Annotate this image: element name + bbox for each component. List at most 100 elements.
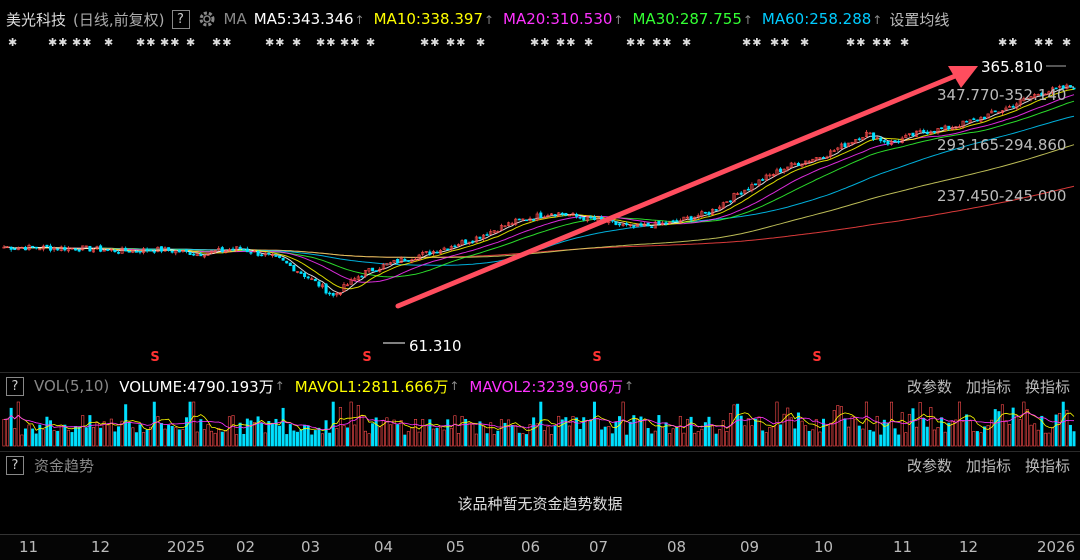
candle-body <box>897 140 901 143</box>
volume-bar <box>922 417 926 447</box>
settings-ma-button[interactable]: 设置均线 <box>889 10 950 29</box>
event-star[interactable]: ✱✱ <box>626 36 647 49</box>
volume-bar <box>1011 407 1015 447</box>
event-star[interactable]: ✱ <box>186 36 197 49</box>
event-star[interactable]: ✱✱ <box>652 36 673 49</box>
event-star[interactable]: ✱✱ <box>316 36 337 49</box>
volume-bar <box>213 432 217 447</box>
candle-body <box>596 217 600 221</box>
event-star[interactable]: ✱✱ <box>530 36 551 49</box>
event-star[interactable]: ✱ <box>8 36 19 49</box>
candle-body <box>331 293 335 296</box>
volume-bar <box>900 412 904 447</box>
volume-bar <box>145 429 149 447</box>
candle-body <box>156 246 160 252</box>
candle-body <box>117 252 121 254</box>
candle-body <box>217 248 221 251</box>
event-star[interactable]: ✱✱ <box>160 36 181 49</box>
fund-help-button[interactable]: ? <box>6 455 24 475</box>
volume-bar <box>864 401 868 447</box>
event-star[interactable]: ✱✱ <box>72 36 93 49</box>
event-star[interactable]: ✱✱ <box>872 36 893 49</box>
candle-body <box>295 271 299 273</box>
volume-bar <box>986 425 990 447</box>
fund-add-indicator-button[interactable]: 加指标 <box>965 456 1011 475</box>
volume-bar <box>95 422 99 447</box>
event-star[interactable]: ✱✱ <box>265 36 286 49</box>
event-star[interactable]: ✱✱ <box>212 36 233 49</box>
volume-params-button[interactable]: 改参数 <box>906 377 952 396</box>
volume-help-button[interactable]: ? <box>6 376 24 396</box>
volume-bar <box>453 415 457 447</box>
event-star[interactable]: ✱✱ <box>556 36 577 49</box>
volume-bar <box>875 415 879 447</box>
volume-bar <box>607 426 611 447</box>
candle-body <box>446 248 450 251</box>
gear-icon[interactable] <box>197 9 217 29</box>
candle-body <box>546 215 550 217</box>
volume-swap-indicator-button[interactable]: 换指标 <box>1024 377 1070 396</box>
candle-body <box>711 208 715 215</box>
event-star[interactable]: ✱ <box>104 36 115 49</box>
volume-bar <box>1065 409 1069 447</box>
volume-bar <box>1068 424 1072 447</box>
event-star[interactable]: ✱✱ <box>420 36 441 49</box>
candle-body <box>41 245 45 250</box>
event-star[interactable]: ✱✱ <box>136 36 157 49</box>
volume-bar <box>131 427 135 447</box>
help-button[interactable]: ? <box>171 9 190 29</box>
event-star[interactable]: ✱ <box>292 36 303 49</box>
candle-body <box>528 218 532 222</box>
candle-body <box>968 119 972 123</box>
volume-bar <box>70 432 74 447</box>
x-tick-label: 2026 <box>1037 538 1076 556</box>
volume-bar <box>1000 404 1004 447</box>
volume-bar <box>575 417 579 447</box>
candle-body <box>1072 87 1076 90</box>
event-star[interactable]: ✱✱ <box>1034 36 1055 49</box>
candle-body <box>385 263 389 266</box>
event-star[interactable]: ✱✱ <box>770 36 791 49</box>
candle-body <box>109 248 113 251</box>
event-star[interactable]: ✱ <box>584 36 595 49</box>
volume-bar <box>9 407 13 447</box>
event-star[interactable]: ✱ <box>682 36 693 49</box>
volume-bar <box>374 417 378 447</box>
volume-bar <box>403 434 407 447</box>
candle-body <box>929 132 933 134</box>
event-star[interactable]: ✱ <box>1062 36 1073 49</box>
volume-chart[interactable] <box>0 398 1080 448</box>
candle-body <box>403 258 407 262</box>
event-star[interactable]: ✱ <box>900 36 911 49</box>
volume-add-indicator-button[interactable]: 加指标 <box>965 377 1011 396</box>
event-star[interactable]: ✱✱ <box>742 36 763 49</box>
event-star[interactable]: ✱✱ <box>340 36 361 49</box>
event-star[interactable]: ✱✱ <box>998 36 1019 49</box>
volume-bar <box>768 426 772 447</box>
volume-bar <box>782 413 786 447</box>
volume-bar <box>396 424 400 447</box>
event-star[interactable]: ✱✱ <box>846 36 867 49</box>
volume-bar <box>754 418 758 447</box>
fund-params-button[interactable]: 改参数 <box>906 456 952 475</box>
candle-body <box>210 250 214 254</box>
event-star[interactable]: ✱✱ <box>48 36 69 49</box>
volume-bar <box>177 429 181 447</box>
candle-body <box>825 156 829 159</box>
fund-swap-indicator-button[interactable]: 换指标 <box>1024 456 1070 475</box>
volume-bar <box>113 431 117 447</box>
candle-body <box>267 252 271 255</box>
candle-body <box>260 254 264 257</box>
candle-body <box>406 260 410 262</box>
candle-body <box>278 255 282 258</box>
volume-bar <box>503 422 507 447</box>
volume-bar <box>929 406 933 447</box>
event-star[interactable]: ✱ <box>476 36 487 49</box>
volume-bar <box>360 415 364 447</box>
event-star[interactable]: ✱ <box>800 36 811 49</box>
event-star[interactable]: ✱ <box>366 36 377 49</box>
event-star[interactable]: ✱✱ <box>446 36 467 49</box>
volume-bar <box>600 429 604 447</box>
candle-body <box>1011 106 1015 108</box>
